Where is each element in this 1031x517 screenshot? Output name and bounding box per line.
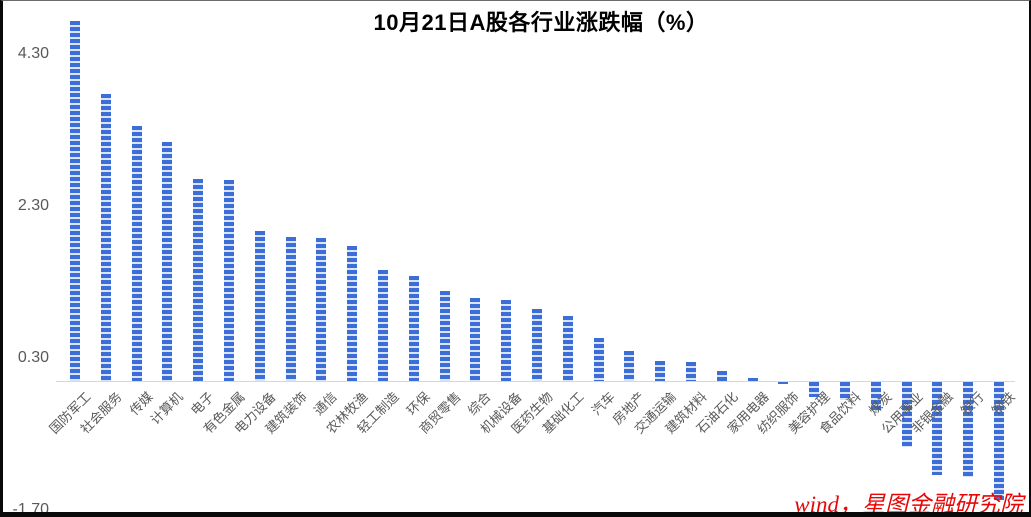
plot-area: 国防军工 社会服务 传媒 计算机 电子 有色金属 电力设备 建筑装饰 通信 农林牧渔 轻工制造 环保商…	[3, 1, 1029, 512]
chart-bar	[162, 142, 173, 381]
chart-bar	[624, 351, 635, 381]
chart-bar	[532, 309, 542, 381]
chart-bar	[686, 362, 696, 381]
chart-bar	[809, 382, 820, 397]
chart-bar	[378, 270, 388, 381]
chart-bar	[131, 126, 142, 381]
chart-bar	[778, 382, 789, 384]
chart-bar	[408, 276, 419, 381]
chart-bar	[747, 378, 758, 381]
y-axis-tick-label: -1.70	[12, 501, 49, 517]
y-axis-tick-label: 0.30	[17, 349, 49, 366]
y-axis-tick-label: 2.30	[17, 197, 49, 214]
x-axis-label: 钢铁	[988, 389, 1018, 419]
chart-bar	[439, 291, 450, 381]
x-axis-label: 银行	[957, 389, 987, 419]
chart-bar	[254, 231, 265, 381]
chart-bar	[193, 179, 204, 381]
chart-bar	[100, 94, 111, 381]
chart-bar	[470, 298, 481, 381]
chart-bar	[901, 382, 912, 447]
chart-bar	[562, 316, 573, 381]
chart-bar	[994, 382, 1004, 500]
y-axis-tick-label: 4.30	[17, 45, 49, 62]
chart-bar	[70, 21, 80, 381]
chart-bar	[316, 238, 327, 381]
source-attribution: wind，星图金融研究院	[794, 492, 1023, 517]
chart-bar	[716, 371, 727, 381]
chart-bar	[347, 246, 358, 381]
x-axis-label: 计算机	[147, 389, 187, 428]
chart-bar	[593, 338, 604, 381]
chart-bar	[870, 382, 881, 411]
x-axis-line	[56, 381, 1015, 382]
chart-bar	[224, 180, 234, 381]
chart-bar	[285, 237, 296, 381]
chart-bar	[932, 382, 943, 475]
chart-title: 10月21日A股各行业涨跌幅（%）	[373, 10, 709, 35]
chart-bar	[963, 382, 974, 477]
chart-bar	[501, 300, 512, 381]
chart-bar	[840, 382, 850, 400]
chart-bar	[655, 361, 666, 381]
